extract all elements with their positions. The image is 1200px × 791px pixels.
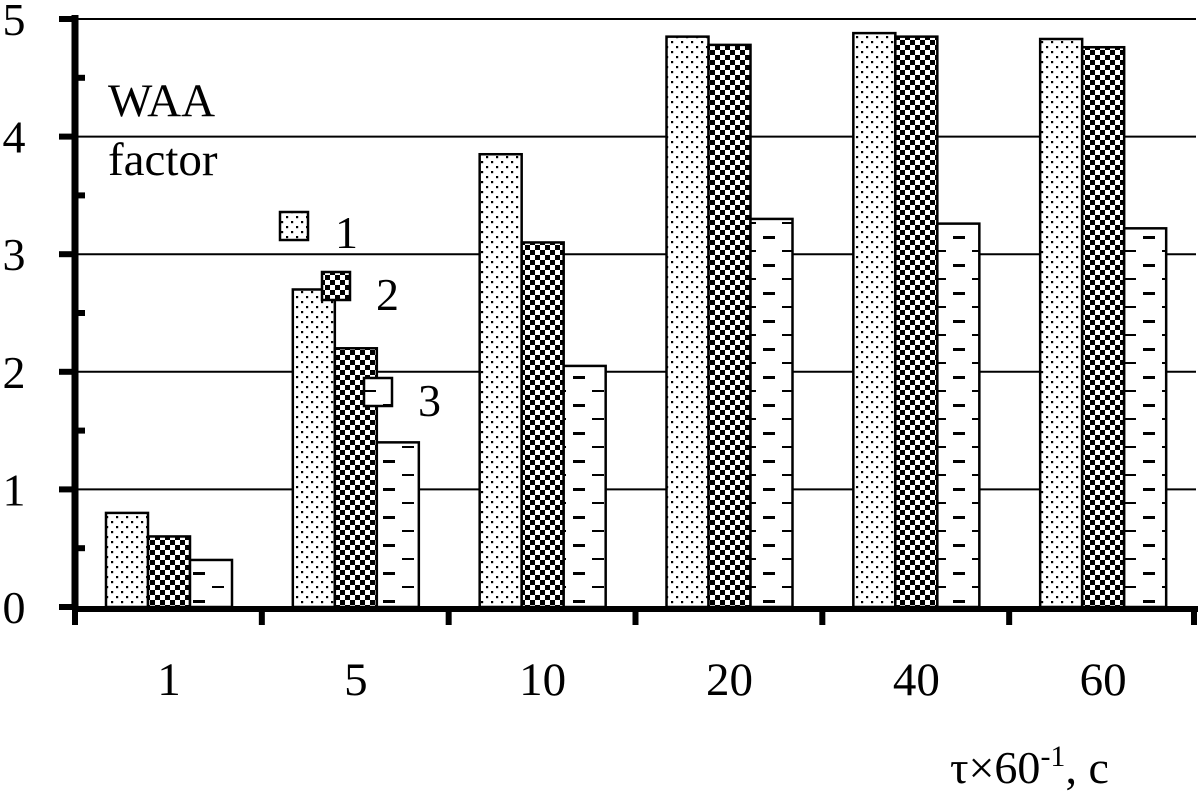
bar-series-3-cat-40 (936, 222, 981, 609)
x-tick-label-20: 20 (706, 654, 753, 706)
y-tick-label-5: 5 (3, 0, 26, 45)
x-tick-label-1: 1 (157, 654, 181, 706)
y-tick-label-4: 4 (3, 112, 26, 163)
bar-series-2-cat-1 (146, 535, 192, 609)
x-axis-title: τ×60-1, c (950, 740, 1109, 791)
bar-series-1-cat-10 (478, 152, 523, 609)
x-tick-label-10: 10 (519, 654, 566, 706)
bar-series-1-cat-5 (291, 288, 337, 609)
bar-series-1-cat-1 (104, 511, 150, 609)
gridlines (75, 18, 1196, 491)
bar-series-1-cat-60 (1038, 37, 1084, 609)
legend-swatch-1 (278, 210, 310, 242)
y-tick-label-1: 1 (3, 464, 26, 515)
bar-series-2-cat-60 (1080, 45, 1126, 609)
legend-label-2: 2 (376, 269, 399, 320)
x-axis-title-superscript: -1 (1040, 740, 1065, 773)
bar-series-3-cat-60 (1122, 227, 1168, 609)
y-tick-label-3: 3 (3, 229, 26, 280)
y-axis-title-line-2: factor (108, 134, 218, 186)
legend-swatch-2 (320, 270, 352, 302)
axes (59, 15, 1198, 625)
legend-label-3: 3 (418, 375, 441, 426)
y-tick-label-2: 2 (3, 347, 26, 398)
bar-series-3-cat-10 (562, 364, 607, 609)
bar-series-1-cat-20 (665, 35, 710, 609)
bars (104, 31, 1168, 609)
x-axis-title-main: τ×60 (950, 742, 1040, 791)
bar-series-1-cat-40 (852, 31, 897, 609)
bar-series-2-cat-10 (520, 241, 565, 609)
legend: 12 3 (278, 207, 441, 426)
legend-label-1: 1 (335, 207, 358, 258)
y-axis-title-line-1: WAA (108, 75, 215, 127)
legend-swatch-3 (362, 376, 394, 408)
y-tick-label-0: 0 (3, 582, 26, 633)
bar-series-3-cat-20 (749, 217, 794, 609)
bar-series-2-cat-20 (707, 43, 752, 609)
x-tick-label-5: 5 (344, 654, 368, 706)
x-axis-title-tail: , c (1065, 742, 1108, 791)
x-tick-label-60: 60 (1080, 654, 1127, 706)
x-tick-label-40: 40 (893, 654, 940, 706)
bar-series-3-cat-5 (375, 441, 421, 609)
y-axis-title: WAA factor (108, 75, 218, 186)
bar-series-3-cat-1 (188, 558, 234, 609)
bar-series-2-cat-40 (894, 35, 939, 609)
